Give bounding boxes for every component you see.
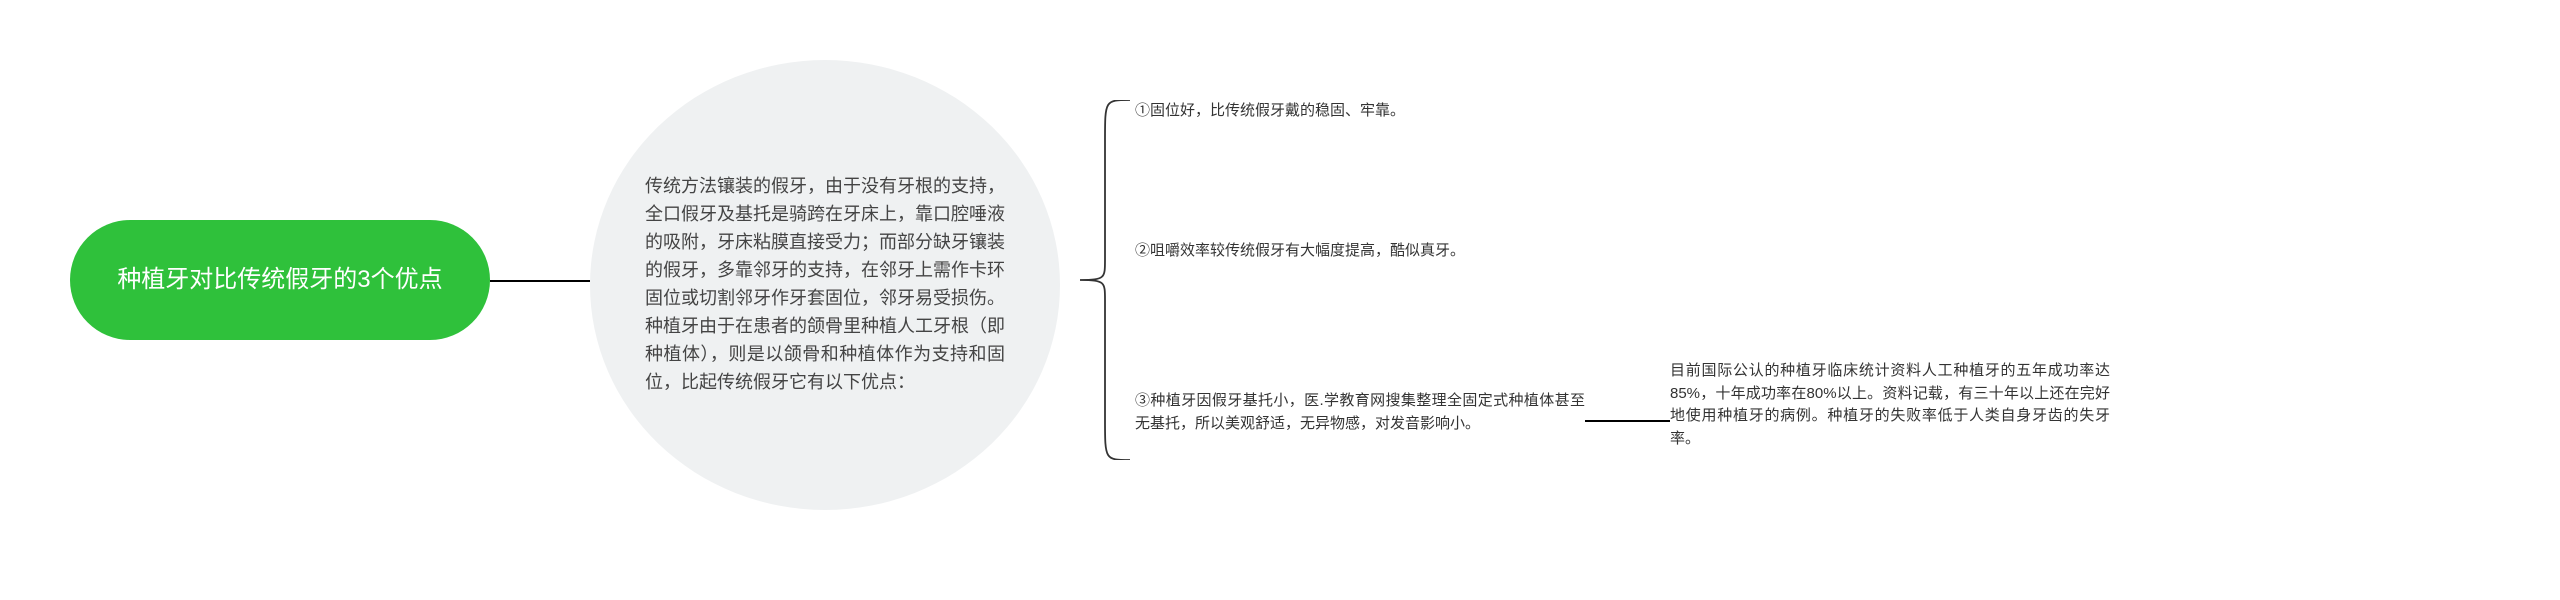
mindmap-detail-text: 目前国际公认的种植牙临床统计资料人工种植牙的五年成功率达85%，十年成功率在80… bbox=[1670, 362, 2110, 447]
connector-root-level1 bbox=[490, 280, 590, 282]
mindmap-level1-text: 传统方法镶装的假牙，由于没有牙根的支持，全口假牙及基托是骑跨在牙床上，靠口腔唾液… bbox=[645, 173, 1005, 396]
mindmap-level1[interactable]: 传统方法镶装的假牙，由于没有牙根的支持，全口假牙及基托是骑跨在牙床上，靠口腔唾液… bbox=[590, 60, 1060, 510]
mindmap-leaf[interactable]: ②咀嚼效率较传统假牙有大幅度提高，酷似真牙。 bbox=[1135, 240, 1585, 263]
mindmap-leaf-text: ①固位好，比传统假牙戴的稳固、牢靠。 bbox=[1135, 102, 1405, 119]
connector-leaf-detail bbox=[1585, 420, 1670, 422]
mindmap-leaf-text: ②咀嚼效率较传统假牙有大幅度提高，酷似真牙。 bbox=[1135, 242, 1465, 259]
mindmap-leaf[interactable]: ③种植牙因假牙基托小，医.学教育网搜集整理全固定式种植体甚至无基托，所以美观舒适… bbox=[1135, 390, 1585, 435]
mindmap-root[interactable]: 种植牙对比传统假牙的3个优点 bbox=[70, 220, 490, 340]
mindmap-root-label: 种植牙对比传统假牙的3个优点 bbox=[117, 262, 442, 298]
brace-icon bbox=[1080, 100, 1130, 460]
mindmap-leaf[interactable]: ①固位好，比传统假牙戴的稳固、牢靠。 bbox=[1135, 100, 1585, 123]
mindmap-detail[interactable]: 目前国际公认的种植牙临床统计资料人工种植牙的五年成功率达85%，十年成功率在80… bbox=[1670, 360, 2110, 450]
mindmap-leaf-text: ③种植牙因假牙基托小，医.学教育网搜集整理全固定式种植体甚至无基托，所以美观舒适… bbox=[1135, 392, 1585, 432]
